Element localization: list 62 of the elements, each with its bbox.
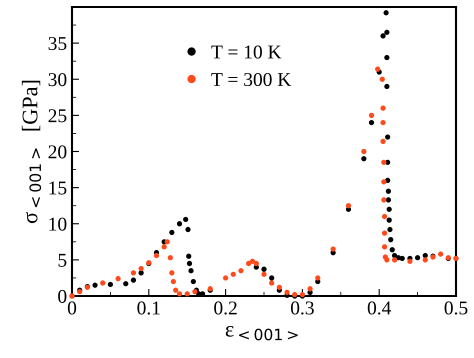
legend-label: T = 300 K [211, 72, 292, 86]
y-tick-label: 30 [48, 73, 66, 86]
point [238, 268, 244, 274]
point [368, 112, 374, 118]
point [170, 278, 176, 284]
point [276, 284, 282, 290]
y-tick-label: 20 [48, 145, 66, 158]
point [230, 272, 236, 277]
point [307, 286, 313, 292]
x-tick-label: 0 [68, 301, 76, 315]
point [380, 76, 385, 82]
point [381, 179, 386, 184]
point [382, 214, 388, 220]
point [330, 246, 336, 252]
y-tick-label: 35 [48, 36, 66, 50]
point [380, 120, 386, 126]
point [250, 258, 256, 264]
x-tick-label: 0.5 [444, 301, 468, 315]
x-tick-label: 0.3 [290, 301, 314, 315]
x-tick-label: 0.2 [214, 301, 237, 315]
point [168, 255, 173, 260]
point [380, 106, 386, 111]
point [269, 280, 274, 286]
point [169, 270, 174, 276]
point [382, 230, 388, 236]
point [375, 66, 380, 72]
point [115, 276, 121, 282]
point [381, 160, 386, 165]
x-tick-label: 0.1 [137, 301, 160, 315]
point [361, 148, 366, 154]
point [176, 291, 182, 296]
y-tick-label: 5 [58, 254, 66, 267]
y-axis-title: σ$_{<001>}$ [GPa] [22, 80, 42, 224]
point [380, 138, 386, 144]
point [382, 244, 388, 250]
y-tick-label: 10 [49, 218, 66, 231]
point [438, 251, 444, 257]
point [246, 260, 252, 266]
point [154, 252, 160, 258]
point [346, 203, 352, 208]
point [173, 288, 178, 293]
point [138, 266, 144, 272]
point [407, 258, 413, 264]
x-axis-title: ε$_{<001>}$ [226, 326, 298, 340]
point [381, 197, 386, 203]
point [254, 260, 259, 266]
y-tick-label: 15 [49, 182, 66, 195]
point [284, 290, 290, 295]
legend-label: T = 10 K [211, 45, 282, 59]
y-tick-label: 0 [58, 290, 66, 303]
point [384, 257, 390, 262]
point [392, 257, 398, 262]
point [422, 257, 428, 262]
point [130, 270, 136, 276]
point [223, 275, 228, 281]
point [315, 275, 320, 281]
point [100, 280, 106, 286]
point [261, 272, 267, 277]
point [162, 244, 167, 250]
y-tick-label: 25 [48, 109, 66, 122]
x-tick-label: 0.4 [368, 301, 392, 315]
point [164, 239, 170, 244]
